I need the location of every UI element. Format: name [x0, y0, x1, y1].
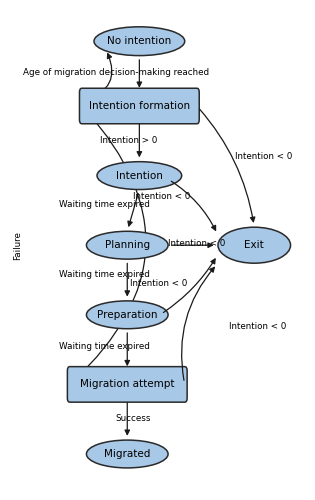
- Text: Waiting time expired: Waiting time expired: [59, 342, 150, 351]
- Text: Intention > 0: Intention > 0: [100, 136, 158, 145]
- Ellipse shape: [218, 227, 290, 263]
- Text: Planning: Planning: [105, 240, 150, 250]
- Text: Failure: Failure: [13, 231, 22, 260]
- Ellipse shape: [97, 162, 182, 190]
- Text: Migration attempt: Migration attempt: [80, 380, 175, 390]
- Text: Preparation: Preparation: [97, 310, 158, 320]
- Text: Exit: Exit: [244, 240, 264, 250]
- Ellipse shape: [86, 440, 168, 468]
- Text: Age of migration decision-making reached: Age of migration decision-making reached: [23, 68, 209, 77]
- Text: Intention < 0: Intention < 0: [168, 239, 226, 248]
- FancyBboxPatch shape: [79, 88, 199, 124]
- Ellipse shape: [86, 232, 168, 259]
- Text: Waiting time expired: Waiting time expired: [59, 200, 150, 209]
- Text: Intention formation: Intention formation: [89, 101, 190, 111]
- Text: Migrated: Migrated: [104, 449, 151, 459]
- Text: No intention: No intention: [107, 36, 171, 46]
- Text: Intention < 0: Intention < 0: [130, 279, 188, 288]
- Text: Success: Success: [115, 414, 151, 424]
- Text: Intention < 0: Intention < 0: [133, 192, 191, 200]
- FancyBboxPatch shape: [67, 366, 187, 402]
- Ellipse shape: [86, 301, 168, 328]
- Text: Intention < 0: Intention < 0: [235, 152, 292, 161]
- Text: Intention < 0: Intention < 0: [229, 322, 286, 332]
- Ellipse shape: [94, 27, 185, 56]
- Text: Waiting time expired: Waiting time expired: [59, 270, 150, 280]
- Text: Intention: Intention: [116, 170, 163, 180]
